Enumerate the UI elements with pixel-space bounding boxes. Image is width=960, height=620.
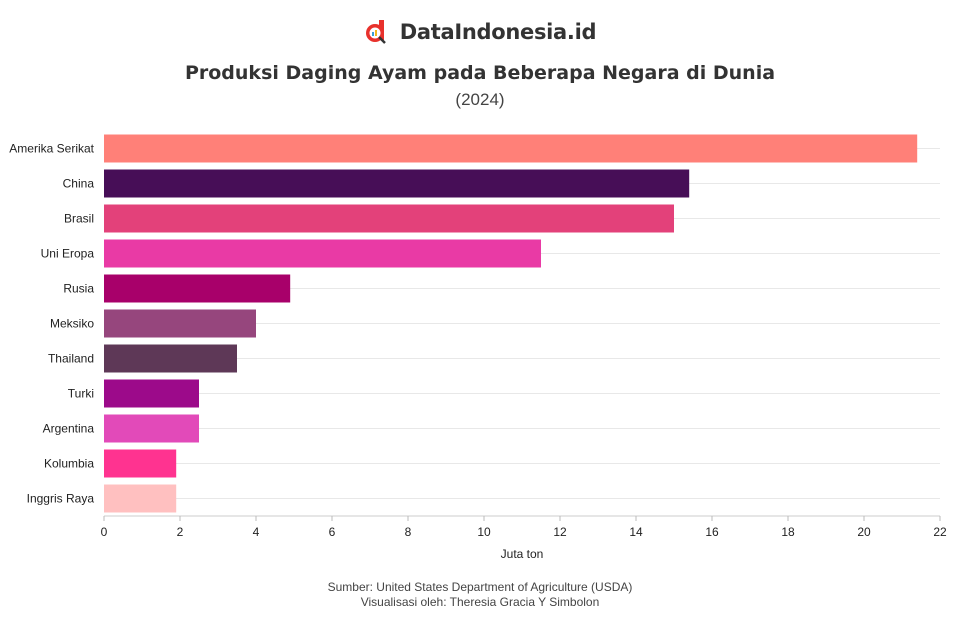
x-tick-label: 6 [329, 525, 336, 539]
brand-logo: DataIndonesia.id [0, 19, 960, 45]
x-tick-label: 4 [253, 525, 260, 539]
bar-argentina[interactable] [104, 414, 199, 443]
bar-chart: Amerika Serikat China Brasil Uni Eropa Rusia… [9, 134, 947, 561]
bar-turki[interactable] [104, 379, 199, 408]
y-tick-label: Amerika Serikat [9, 142, 94, 156]
bar-kolumbia[interactable] [104, 449, 177, 478]
bar-rusia[interactable] [104, 274, 291, 303]
x-tick-label: 0 [101, 525, 108, 539]
y-tick-label: Inggris Raya [27, 492, 95, 506]
bar-thailand[interactable] [104, 344, 237, 373]
chart-title: Produksi Daging Ayam pada Beberapa Negar… [184, 62, 776, 84]
x-tick-label: 20 [857, 525, 871, 539]
bar-meksiko[interactable] [104, 309, 256, 338]
bar-uni-eropa[interactable] [104, 239, 541, 268]
source-note: Sumber: United States Department of Agri… [327, 580, 633, 594]
y-tick-label: Brasil [64, 212, 94, 226]
y-tick-label: Kolumbia [44, 457, 94, 471]
bar-amerika-serikat[interactable] [104, 134, 918, 163]
chart-footer: Sumber: United States Department of Agri… [0, 580, 960, 610]
y-tick-label: Uni Eropa [41, 247, 95, 261]
bar-china[interactable] [104, 169, 690, 198]
bar-inggris-raya[interactable] [104, 484, 177, 513]
bar-brasil[interactable] [104, 204, 674, 233]
x-axis-label: Juta ton [501, 547, 544, 561]
x-tick-label: 16 [705, 525, 719, 539]
y-tick-label: China [63, 177, 95, 191]
x-tick-label: 8 [405, 525, 412, 539]
x-tick-label: 10 [477, 525, 491, 539]
x-tick-label: 2 [177, 525, 184, 539]
logo-magnifier-icon [365, 20, 386, 44]
x-tick-label: 18 [781, 525, 795, 539]
x-tick-label: 14 [629, 525, 643, 539]
y-tick-label: Thailand [48, 352, 94, 366]
logo-text: DataIndonesia.id [399, 20, 597, 44]
y-tick-label: Turki [68, 387, 94, 401]
x-tick-label: 22 [933, 525, 947, 539]
y-tick-label: Argentina [43, 422, 95, 436]
chart-subtitle: (2024) [455, 90, 505, 109]
y-tick-label: Meksiko [50, 317, 94, 331]
x-tick-label: 12 [553, 525, 567, 539]
y-tick-label: Rusia [63, 282, 94, 296]
credit-note: Visualisasi oleh: Theresia Gracia Y Simb… [360, 595, 600, 609]
